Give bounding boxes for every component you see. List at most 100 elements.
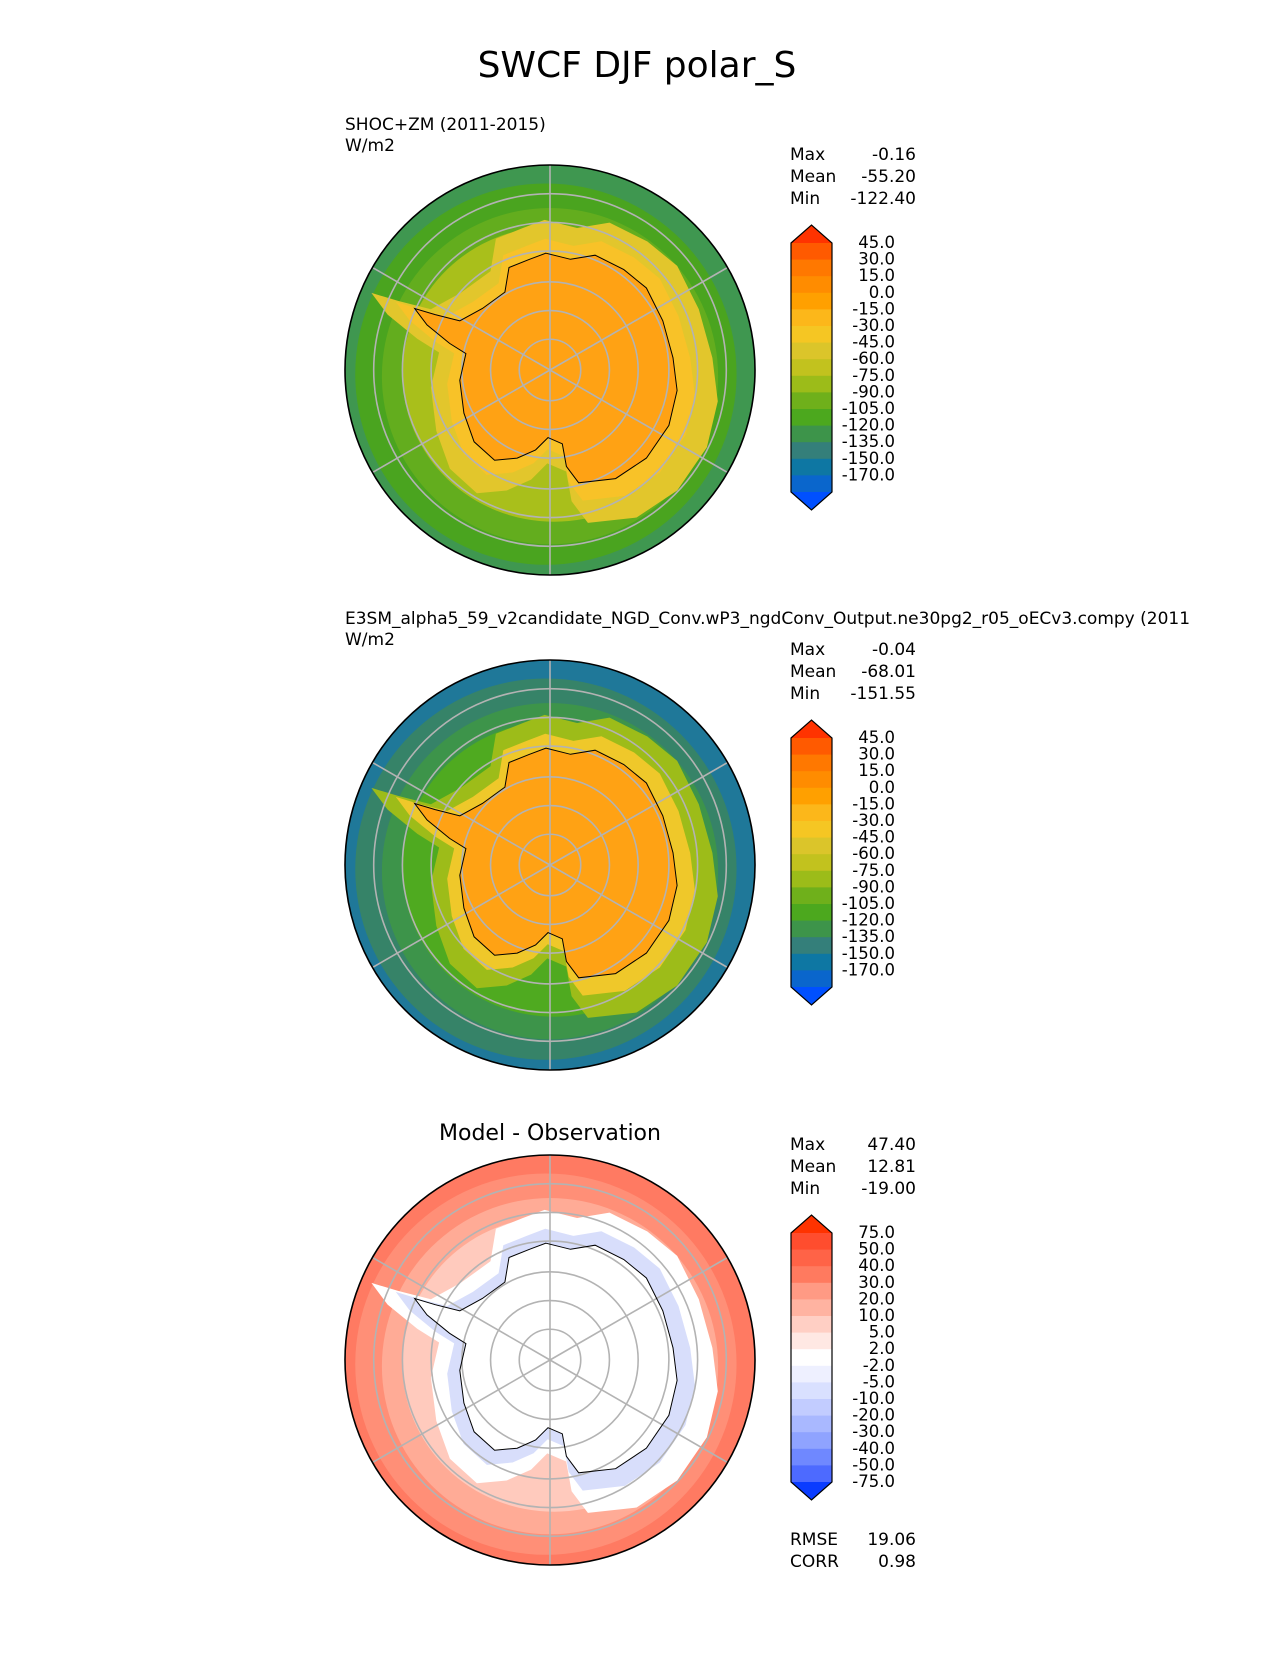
colorbar-tick-label: -150.0 [842,449,895,468]
colorbar-tick-label: 0.0 [869,778,895,797]
colorbar-tick-label: 5.0 [869,1323,895,1342]
colorbar-extend-bottom [791,987,832,1005]
stat-label: Mean [790,167,836,187]
panel-units: W/m2 [345,136,395,156]
colorbar-tick-label: 45.0 [858,728,895,747]
longitude-line [372,761,551,866]
colorbar-segment [791,738,832,756]
panel-title-left: SHOC+ZM (2011-2015) [345,115,546,135]
map-gridlines [372,165,728,575]
colorbar-segment [791,854,832,872]
stat-label: RMSE [790,1530,838,1550]
colorbar-tick-label: 2.0 [869,1339,895,1358]
colorbar-segment [791,326,832,344]
colorbar-segment [791,1432,832,1450]
colorbar-extend-bottom [791,1482,832,1500]
coastline [413,747,678,979]
colorbar-segment [791,259,832,277]
polar-map [344,659,756,1071]
colorbar-tick-label: 40.0 [858,1256,895,1275]
colorbar-tick-label: 50.0 [858,1240,895,1259]
stat-value: 0.98 [878,1552,916,1572]
colorbar-segment [791,937,832,955]
colorbar-segment [791,1415,832,1433]
colorbar-extend-top [791,1215,832,1233]
colorbar-segment [791,970,832,988]
colorbar-segment [791,837,832,855]
colorbar-tick-label: 15.0 [858,761,895,780]
colorbar-segment [791,276,832,294]
colorbar-segment [791,953,832,971]
longitude-line [549,369,728,474]
colorbar-tick-label: -170.0 [842,465,895,484]
colorbar-tick-label: -15.0 [852,299,895,318]
colorbar-outline [790,719,833,1006]
map-field [345,660,755,1070]
colorbar-segment [791,392,832,410]
stat-value: 47.40 [867,1135,916,1155]
colorbar-segment [791,804,832,822]
colorbar-segment [791,821,832,839]
colorbar-segment [791,1299,832,1317]
stat-label: Max [790,1135,825,1155]
polar-map [344,1154,756,1566]
colorbar-tick-label: -50.0 [852,1455,895,1474]
stat-value: 19.06 [867,1530,916,1550]
colorbar-outline [790,224,833,511]
stats-block: Max -0.16 Mean -55.20 Min -122.40 [790,145,916,209]
colorbar-tick-label: -30.0 [852,1422,895,1441]
colorbar-segment [791,754,832,772]
longitude-line [549,1359,728,1464]
colorbar-segment [791,243,832,261]
panel-diff: Model - Observation Max 47.40 Mean 12.81 Min… [344,1121,916,1572]
colorbar-tick-label: -20.0 [852,1406,895,1425]
coastline [413,252,678,484]
map-gridlines [372,1155,728,1565]
colorbar-segment [791,342,832,360]
colorbar-tick-label: -15.0 [852,794,895,813]
colorbar-segment [791,904,832,922]
colorbar-segment [791,1349,832,1367]
colorbar-segment [791,1365,832,1383]
polar-map [344,164,756,576]
colorbar-tick-label: 45.0 [858,233,895,252]
colorbar-tick-label: -150.0 [842,944,895,963]
colorbar-tick-label: -60.0 [852,844,895,863]
colorbar-tick-label: -45.0 [852,828,895,847]
stat-label: Max [790,145,825,165]
map-field [345,165,755,575]
colorbar-tick-label: 30.0 [858,250,895,269]
colorbar-tick-label: -105.0 [842,894,895,913]
stat-label: Max [790,640,825,660]
colorbar-tick-label: 10.0 [858,1306,895,1325]
colorbar-segment [791,1249,832,1267]
colorbar-tick-label: 30.0 [858,1273,895,1292]
colorbar-segment [791,920,832,938]
panel-ref: E3SM_alpha5_59_v2candidate_NGD_Conv.wP3_… [344,609,1190,1071]
colorbar-tick-label: -2.0 [863,1356,895,1375]
longitude-line [372,369,551,474]
colorbar-tick-label: -90.0 [852,382,895,401]
map-border [344,164,756,576]
longitude-line [549,864,728,969]
colorbar-tick-label: -75.0 [852,366,895,385]
coastline [413,1242,678,1474]
colorbar-segment [791,359,832,377]
colorbar-segment [791,1382,832,1400]
longitude-line [549,266,728,371]
colorbar: 45.030.015.00.0-15.0-30.0-45.0-60.0-75.0… [790,224,895,511]
map-border [344,1154,756,1566]
stat-value: -0.04 [872,640,916,660]
colorbar-tick-label: -30.0 [852,316,895,335]
colorbar-segment [791,409,832,427]
stat-value: -19.00 [861,1179,916,1199]
stat-value: -68.01 [861,662,916,682]
panel-units: W/m2 [345,630,395,650]
colorbar-segment [791,375,832,393]
colorbar-extend-top [791,225,832,243]
stat-value: -151.55 [850,684,916,704]
longitude-line [372,266,551,371]
colorbar-extend-bottom [791,492,832,510]
